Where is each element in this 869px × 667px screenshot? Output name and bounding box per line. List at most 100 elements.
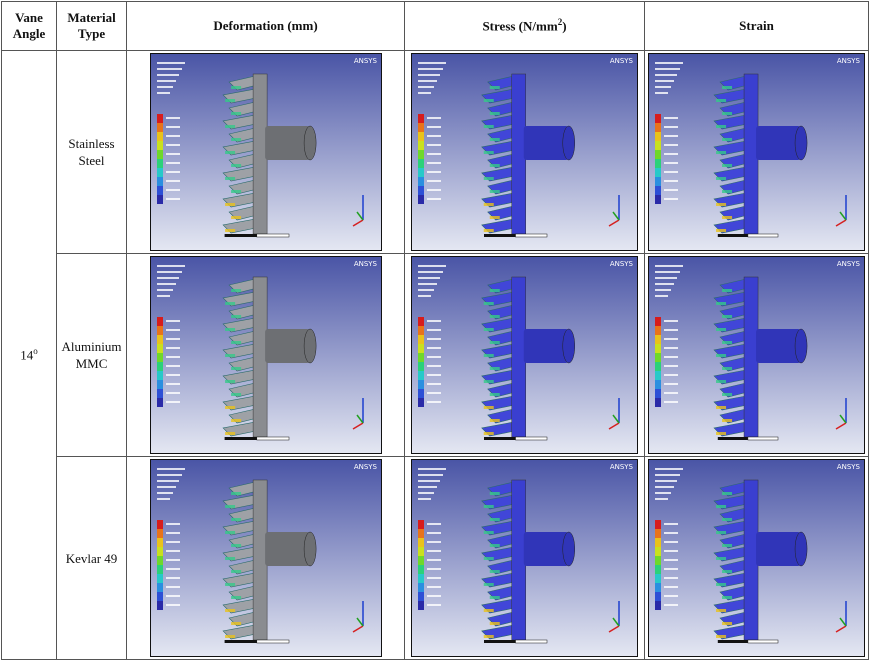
image-shape <box>418 265 446 267</box>
angle-cell: 14o <box>2 51 57 660</box>
image-logo: ANSYS <box>610 57 634 65</box>
image-shape <box>664 347 678 349</box>
image-shape <box>490 419 500 422</box>
image-shape <box>418 326 424 335</box>
header-cell: Deformation (mm) <box>127 2 405 51</box>
image-shape <box>516 437 548 440</box>
image-shape <box>427 180 441 182</box>
image-shape <box>256 234 288 237</box>
image-shape <box>655 177 661 186</box>
image-shape <box>166 162 180 164</box>
image-shape <box>744 480 758 640</box>
image-shape <box>484 125 494 128</box>
image-shape <box>484 609 494 612</box>
image-shape <box>418 371 424 380</box>
image-shape <box>418 389 424 398</box>
image-shape <box>490 596 500 599</box>
image-shape <box>655 389 661 398</box>
image-shape <box>484 203 494 206</box>
image-cell: ANSYS <box>127 254 405 457</box>
image-shape <box>157 326 163 335</box>
image-shape <box>427 401 441 403</box>
image-shape <box>655 150 661 159</box>
image-shape <box>256 640 288 643</box>
image-shape <box>716 406 726 409</box>
image-shape <box>418 574 424 583</box>
image-shape <box>304 126 316 160</box>
image-shape <box>716 125 726 128</box>
image-shape <box>664 338 678 340</box>
image-shape <box>722 518 732 521</box>
image-shape <box>166 198 180 200</box>
image-shape <box>484 531 494 534</box>
image-shape <box>427 329 441 331</box>
image-shape <box>166 568 180 570</box>
image-shape <box>231 86 241 89</box>
image-shape <box>418 277 440 279</box>
image-shape <box>748 437 778 440</box>
image-logo: ANSYS <box>353 57 377 65</box>
image-shape <box>418 380 424 389</box>
image-shape <box>157 565 163 574</box>
image-shape <box>490 112 500 115</box>
image-shape <box>655 295 668 297</box>
image-shape <box>418 62 446 64</box>
image-shape <box>166 347 180 349</box>
image-shape <box>664 135 678 137</box>
image-shape <box>716 99 726 102</box>
image-shape <box>166 135 180 137</box>
image-shape <box>418 86 434 88</box>
image-shape <box>655 168 661 177</box>
image-shape <box>655 86 671 88</box>
image-shape <box>225 203 235 206</box>
image-shape <box>655 132 661 141</box>
image-shape <box>265 126 310 160</box>
image-shape <box>664 117 678 119</box>
image-shape <box>304 329 316 363</box>
simulation-image: ANSYS <box>411 459 638 657</box>
image-shape <box>563 532 575 566</box>
image-shape <box>722 190 732 193</box>
image-shape <box>490 492 500 495</box>
image-shape <box>418 520 424 529</box>
image-shape <box>304 532 316 566</box>
image-shape <box>166 153 180 155</box>
image-shape <box>157 186 163 195</box>
image-shape <box>157 335 163 344</box>
image-shape <box>418 529 424 538</box>
image-shape <box>231 216 241 219</box>
image-shape <box>157 68 182 70</box>
image-shape <box>655 123 661 132</box>
simulation-image: ANSYS <box>411 256 638 454</box>
image-shape <box>418 289 434 291</box>
image-shape <box>166 550 180 552</box>
header-text: Vane Angle <box>13 10 46 41</box>
image-shape <box>484 406 494 409</box>
image-shape <box>722 86 732 89</box>
image-shape <box>664 126 678 128</box>
image-shape <box>231 138 241 141</box>
image-shape <box>157 295 170 297</box>
image-shape <box>748 234 778 237</box>
image-shape <box>664 392 678 394</box>
image-shape <box>427 374 441 376</box>
image-shape <box>418 601 424 610</box>
image-shape <box>484 635 494 638</box>
image-shape <box>157 177 163 186</box>
image-shape <box>655 538 661 547</box>
image-shape <box>157 520 163 529</box>
image-cell: ANSYS <box>645 51 869 254</box>
image-shape <box>427 532 441 534</box>
image-shape <box>166 523 180 525</box>
image-shape <box>157 114 163 123</box>
image-shape <box>157 601 163 610</box>
image-shape <box>231 518 241 521</box>
image-shape <box>418 283 437 285</box>
image-cell: ANSYS <box>405 254 645 457</box>
image-shape <box>157 80 176 82</box>
image-shape <box>166 338 180 340</box>
image-shape <box>157 132 163 141</box>
image-shape <box>490 190 500 193</box>
image-shape <box>490 315 500 318</box>
material: Stainless Steel <box>68 136 114 168</box>
